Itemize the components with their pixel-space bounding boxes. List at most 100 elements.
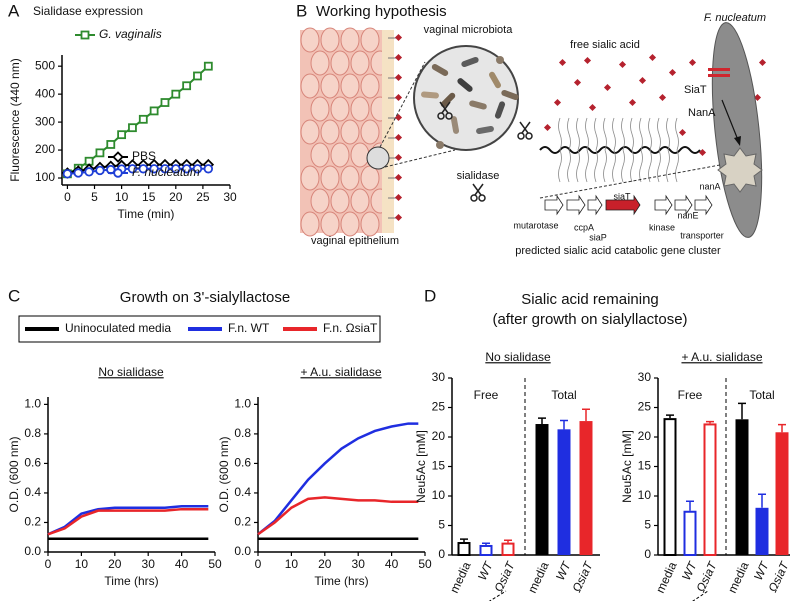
gene-arrow [674,194,693,216]
epithelial-cell [330,96,350,122]
legend-box [18,315,381,343]
x-tick-label: 50 [208,557,222,571]
sialic-acid [688,58,697,67]
y-tick-label: 1.0 [24,397,41,411]
bar [501,542,515,556]
epithelial-cell [330,188,350,214]
y-tick-label: 25 [638,400,652,414]
error-bar [778,423,786,433]
bacterium [501,89,519,101]
x-tick-label: media [447,559,474,595]
epithelial-cell [340,27,360,53]
marker [117,130,127,140]
epithelial-cell [310,96,330,122]
x-tick-label: media [653,559,680,595]
bar [479,544,493,556]
x-tick-label: 30 [223,190,237,204]
epithelial-cell [360,165,380,191]
bar [457,542,471,557]
scissors [472,183,482,196]
series-line [47,507,209,536]
legend-label: F. nucleatum [132,165,200,179]
epithelial-cell [360,119,380,145]
diagram-label: F. nucleatum [704,12,766,24]
chart-title: No sialidase [485,350,551,364]
x-tick-label: 0 [64,190,71,204]
diagram-caption: predicted sialic acid catabolic gene clu… [515,245,721,257]
x-axis-label: Time (hrs) [314,574,368,588]
epithelial-cell [350,96,370,122]
legend-label: G. vaginalis [99,27,162,41]
glycan-chain [585,117,589,183]
sialic-acid [618,60,627,69]
sialic-acid [558,58,567,67]
diagram-label: sialidase [457,170,500,182]
bacterium [431,64,449,76]
glycan-chain [648,117,652,183]
epithelial-cell [300,211,320,237]
marker [95,148,105,158]
arrow [721,99,739,141]
marker [128,123,137,133]
coccus [496,56,504,64]
marker [192,164,203,174]
marker [149,164,159,174]
y-tick-label: 5 [644,518,651,532]
scissors [525,132,533,140]
marker [160,98,170,107]
scissors [519,121,529,134]
panel-label: D [424,286,436,305]
bacterium [450,116,460,134]
gene-label: siaP [589,232,607,242]
marker [80,30,90,40]
y-tick-label: 15 [432,459,446,473]
epithelial-cell [320,73,340,99]
legend-label: F.n. ΩsiaT [323,321,378,335]
scissors [439,101,449,114]
error-bar [738,402,746,420]
diagram-label: vaginal epithelium [311,235,399,247]
bar [755,507,769,555]
glycan-chain [612,117,616,183]
zoom-line [384,149,456,168]
scissors [517,132,525,140]
group-label: Total [749,388,774,402]
epithelial-cell [300,73,320,99]
sialic-acid [394,193,403,202]
y-tick-label: 0.6 [24,456,41,470]
bacterium [457,78,473,92]
siat-transporter [708,68,730,71]
sialic-acid [758,58,767,67]
sialic-acid [638,76,647,85]
sialic-acid [394,113,403,122]
bacterium [461,56,479,68]
panel-label: B [296,1,307,20]
y-tick-label: 10 [432,488,446,502]
scissors [478,194,486,202]
figure-title: Sialic acid remaining [521,291,659,308]
gene-label: transporter [680,230,724,240]
error-bar [686,500,694,511]
x-tick-label: 20 [169,190,183,204]
group-label: Free [678,388,703,402]
sialic-acid [668,68,677,77]
y-tick-label: 1.0 [234,397,251,411]
x-tick-label: ΩsiaT [693,558,720,594]
diagram-label: NanA [688,107,716,119]
x-tick-label: media [725,559,752,595]
error-bar [666,414,674,419]
gene-arrow [654,194,673,216]
marker [149,106,159,116]
sialic-acid [553,98,562,107]
diagram-art [300,22,767,238]
scissors [470,194,478,202]
sialic-acid [543,123,552,132]
group-divider [488,590,507,601]
x-tick-label: 5 [91,190,98,204]
gene-arrow [587,194,603,216]
x-tick-label: 10 [285,557,299,571]
x-tick-label: 30 [142,557,156,571]
bacterium [440,92,456,108]
y-axis-label: O.D. (600 nm) [217,436,231,512]
